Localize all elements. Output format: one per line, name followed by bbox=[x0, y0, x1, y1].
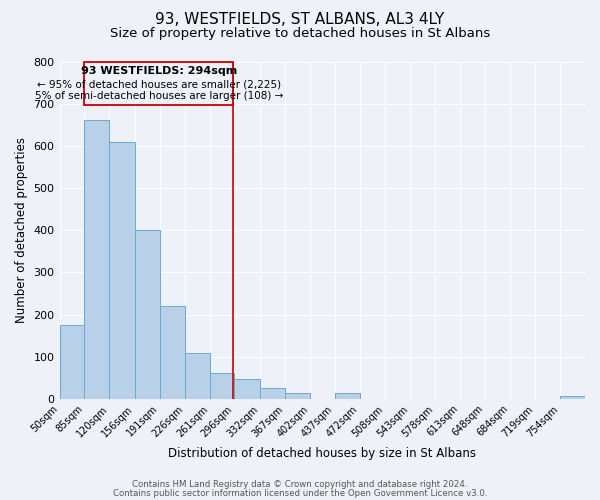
Bar bbox=[560, 396, 585, 399]
Text: Size of property relative to detached houses in St Albans: Size of property relative to detached ho… bbox=[110, 28, 490, 40]
Bar bbox=[260, 388, 285, 399]
Bar bbox=[235, 378, 260, 399]
Text: Contains HM Land Registry data © Crown copyright and database right 2024.: Contains HM Land Registry data © Crown c… bbox=[132, 480, 468, 489]
Text: 93, WESTFIELDS, ST ALBANS, AL3 4LY: 93, WESTFIELDS, ST ALBANS, AL3 4LY bbox=[155, 12, 445, 28]
Bar bbox=[85, 120, 109, 399]
Bar bbox=[335, 392, 359, 399]
Text: 5% of semi-detached houses are larger (108) →: 5% of semi-detached houses are larger (1… bbox=[35, 92, 283, 102]
Text: 93 WESTFIELDS: 294sqm: 93 WESTFIELDS: 294sqm bbox=[80, 66, 237, 76]
X-axis label: Distribution of detached houses by size in St Albans: Distribution of detached houses by size … bbox=[168, 447, 476, 460]
Bar bbox=[160, 306, 185, 399]
Bar bbox=[209, 372, 235, 399]
Bar bbox=[185, 352, 209, 399]
Bar bbox=[135, 230, 160, 399]
Bar bbox=[109, 142, 135, 399]
FancyBboxPatch shape bbox=[85, 62, 233, 105]
Y-axis label: Number of detached properties: Number of detached properties bbox=[15, 137, 28, 323]
Text: ← 95% of detached houses are smaller (2,225): ← 95% of detached houses are smaller (2,… bbox=[37, 79, 281, 89]
Text: Contains public sector information licensed under the Open Government Licence v3: Contains public sector information licen… bbox=[113, 488, 487, 498]
Bar bbox=[285, 392, 310, 399]
Bar bbox=[59, 325, 85, 399]
